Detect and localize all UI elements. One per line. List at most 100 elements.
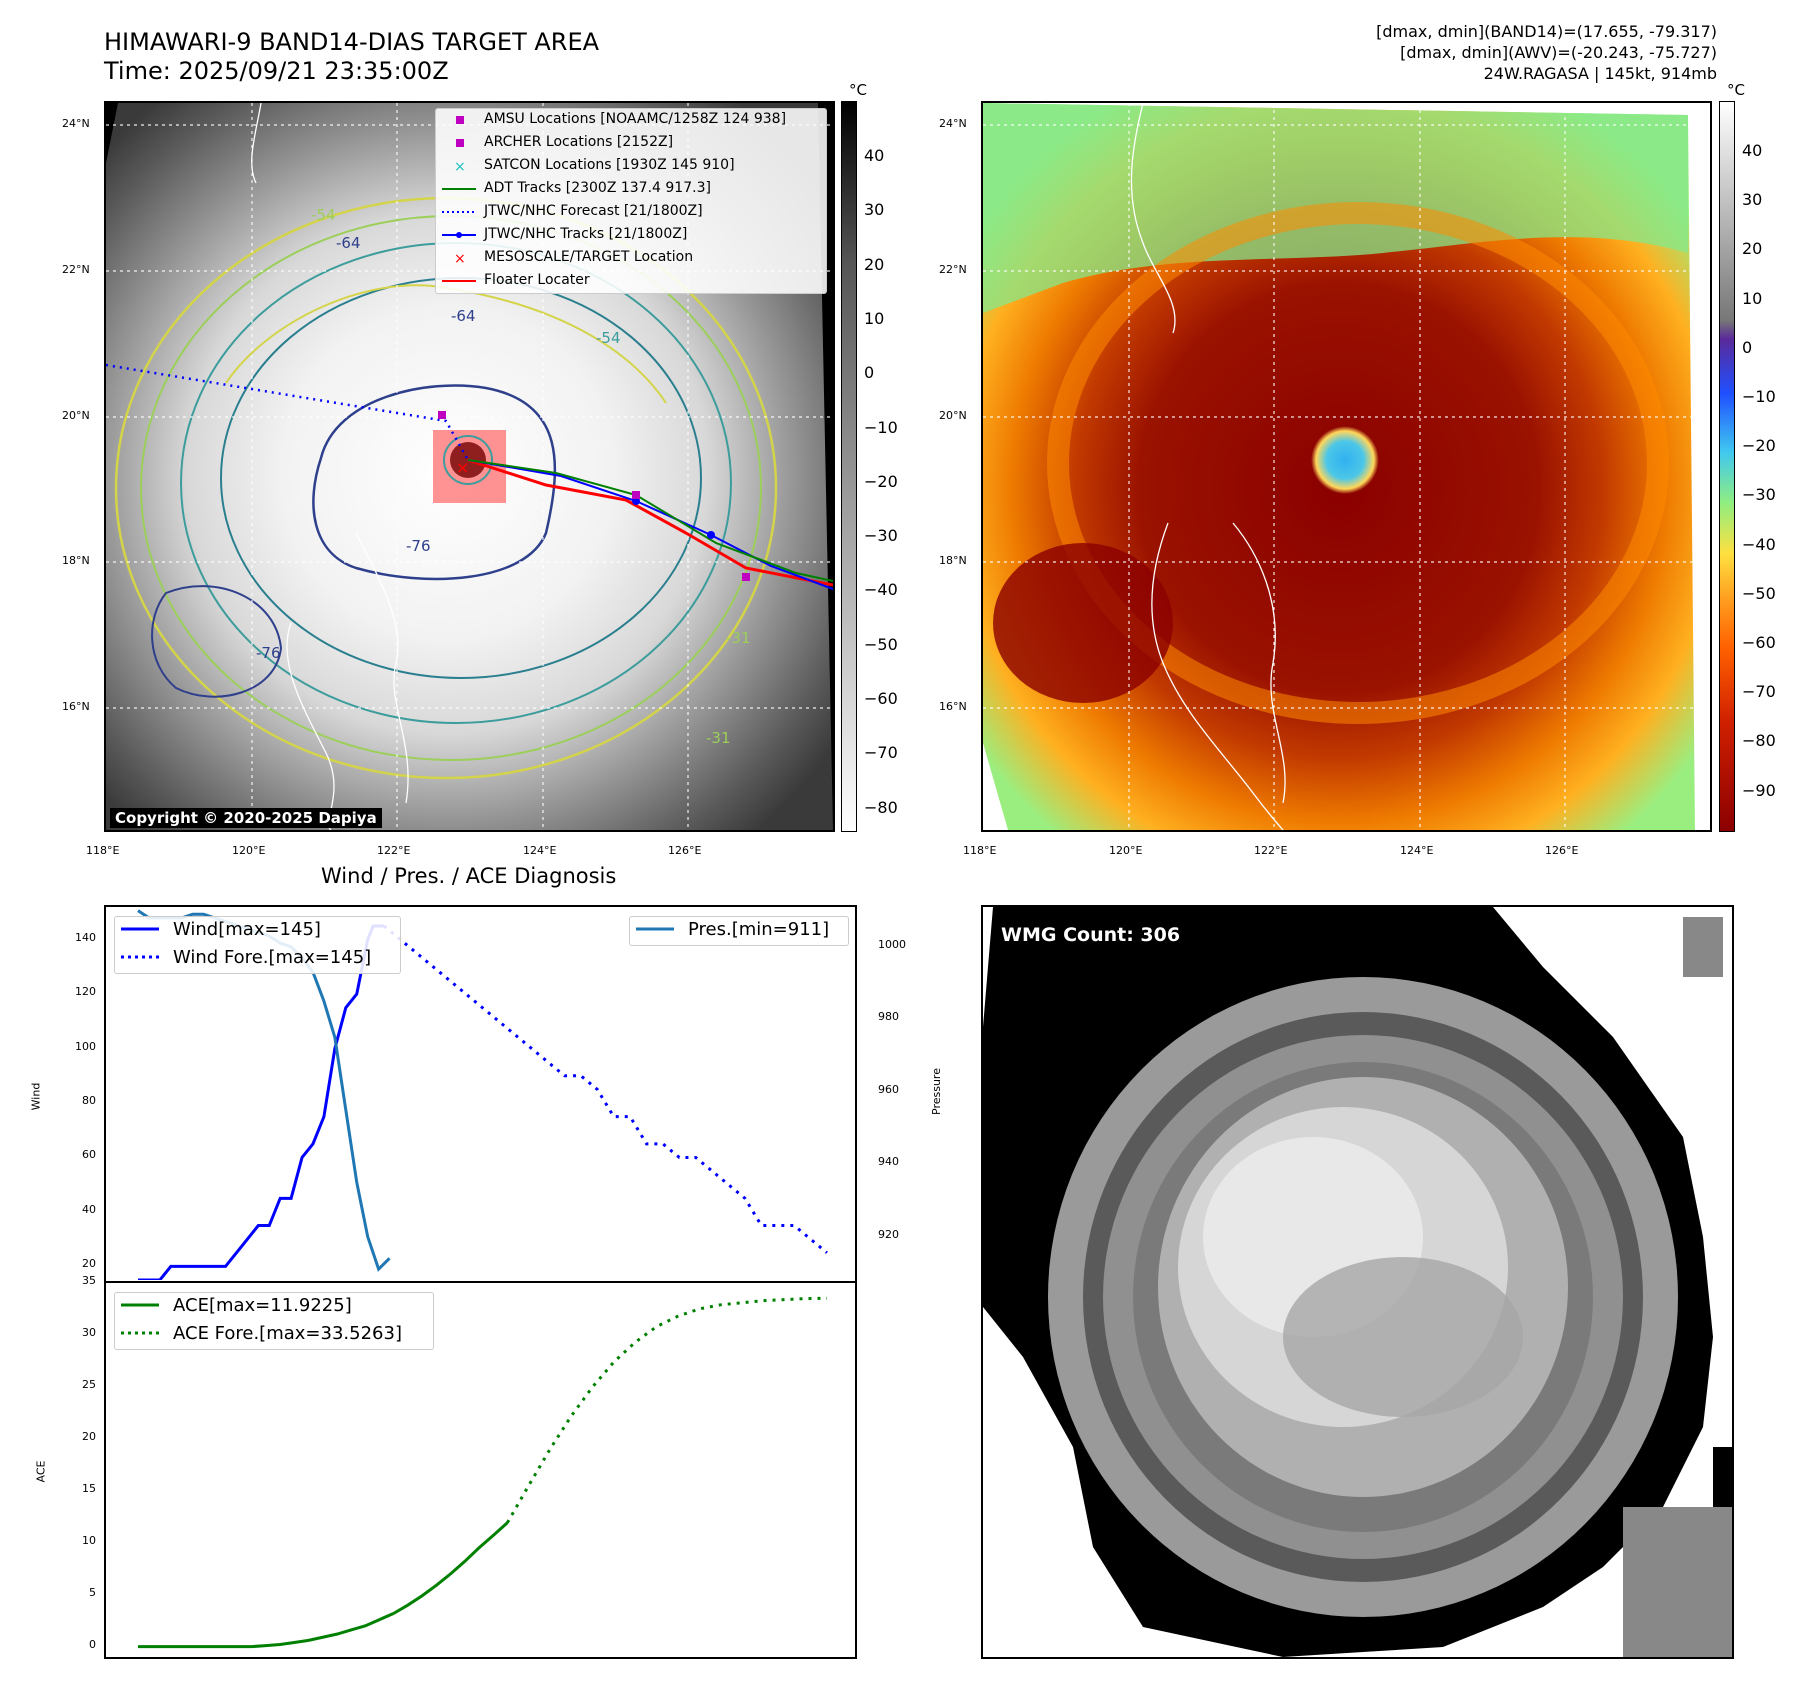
axis-tick-label: 10 [82, 1533, 96, 1547]
colorbar-tick: −10 [1742, 387, 1776, 406]
colorbar-tick: −80 [1742, 731, 1776, 751]
lat-tick: 18°N [62, 554, 90, 567]
wind-axis-label: Wind [29, 1082, 43, 1111]
contour-label: -31 [706, 729, 731, 747]
colorbar-tick: −30 [1742, 485, 1776, 505]
legend-ace-forecast: ACE Fore.[max=33.5263] [121, 1323, 402, 1344]
wind-legend: Wind[max=145] Wind Fore.[max=145] [114, 916, 401, 974]
lon-tick: 124°E [1400, 844, 1434, 857]
axis-tick-label: 0 [89, 1637, 96, 1651]
legend-satcon: × SATCON Locations [1930Z 145 910] [454, 157, 735, 173]
lon-tick: 118°E [963, 844, 997, 857]
lat-tick: 22°N [939, 263, 967, 276]
ace-panel: ACE[max=11.9225] ACE Fore.[max=33.5263] [104, 1281, 857, 1659]
lon-tick: 118°E [86, 844, 120, 857]
legend-adt: ADT Tracks [2300Z 137.4 917.3] [442, 180, 711, 196]
map-legend: AMSU Locations [NOAAMC/1258Z 124 938] AR… [435, 108, 827, 294]
ir-map-right-graphic [983, 103, 1710, 830]
lon-tick: 122°E [1254, 844, 1288, 857]
lat-tick: 24°N [939, 117, 967, 130]
colorbar-tick: −80 [864, 797, 898, 817]
pressure-legend: Pres.[min=911] [629, 916, 849, 946]
colorbar-tick: 0 [864, 363, 875, 383]
ir-map-left: × -76 -76 -64 -64 -54 -54 -31 -31 AMSU L… [104, 101, 835, 832]
axis-tick-label: 25 [82, 1377, 96, 1391]
axis-tick-label: 920 [878, 1227, 899, 1241]
axis-tick-label: 20 [82, 1257, 96, 1271]
axis-tick-label: 120 [75, 985, 96, 999]
svg-text:×: × [454, 251, 466, 265]
colorbar-tick: −90 [1742, 780, 1776, 800]
colorbar-tick: 40 [1742, 141, 1763, 160]
colorbar-tick: −60 [864, 689, 898, 708]
colorbar-tick: 30 [1742, 190, 1763, 210]
colorbar-tick: 10 [1742, 288, 1763, 308]
wind-series-line [138, 939, 370, 1280]
contour-label: -54 [596, 329, 621, 347]
copyright-label: Copyright © 2020-2025 Dapiya [110, 808, 382, 828]
lat-tick: 24°N [62, 117, 90, 130]
contour-label: -76 [406, 537, 431, 555]
lon-tick: 120°E [232, 844, 266, 857]
axis-tick-label: 960 [878, 1082, 899, 1096]
lat-tick: 18°N [939, 554, 967, 567]
legend-mesoscale: × MESOSCALE/TARGET Location [454, 249, 694, 265]
ace-axis-label: ACE [34, 1460, 48, 1483]
stats-line-1: [dmax, dmin](BAND14)=(17.655, -79.317) [1376, 22, 1717, 41]
colorbar-tick: −70 [1742, 682, 1776, 702]
wmg-panel: WMG Count: 306 [981, 905, 1734, 1659]
wmg-graphic [983, 907, 1732, 1657]
lon-tick: 122°E [377, 844, 411, 857]
axis-tick-label: 20 [82, 1429, 96, 1443]
lat-tick: 20°N [939, 409, 967, 422]
colorbar-tick: 30 [864, 200, 885, 220]
wind-series-line [383, 924, 828, 1254]
colorbar-tick: −70 [864, 743, 898, 763]
svg-text:×: × [454, 159, 466, 173]
colorbar-tick: 0 [1742, 337, 1753, 357]
axis-tick-label: 1000 [878, 937, 906, 951]
colorbar-left-unit: °C [849, 81, 867, 99]
colorbar-tick: −20 [1742, 436, 1776, 456]
ace-series-line [138, 1611, 395, 1649]
axis-tick-label: 100 [75, 1039, 96, 1053]
contour-label: -54 [311, 206, 336, 224]
axis-tick-label: 30 [82, 1325, 96, 1339]
stats-line-2: [dmax, dmin](AWV)=(-20.243, -75.727) [1400, 43, 1717, 62]
legend-wind-forecast: Wind Fore.[max=145] [121, 947, 372, 968]
colorbar-right [1719, 101, 1735, 832]
colorbar-tick: −30 [864, 526, 898, 546]
legend-ace: ACE[max=11.9225] [121, 1295, 352, 1316]
lon-tick: 120°E [1109, 844, 1143, 857]
legend-floater: Floater Locater [442, 272, 590, 288]
colorbar-tick: −10 [864, 417, 898, 437]
axis-tick-label: 980 [878, 1010, 899, 1024]
lat-tick: 20°N [62, 409, 90, 422]
ir-map-right [981, 101, 1712, 832]
ace-series-line [392, 1521, 509, 1615]
stats-line-3: 24W.RAGASA | 145kt, 914mb [1483, 64, 1717, 83]
colorbar-right-unit: °C [1727, 81, 1745, 99]
title-line-1: HIMAWARI-9 BAND14-DIAS TARGET AREA [104, 28, 600, 56]
colorbar-tick: 20 [1742, 239, 1763, 259]
contour-label: -76 [256, 644, 281, 662]
axis-tick-label: 40 [82, 1202, 96, 1216]
wmg-count-label: WMG Count: 306 [993, 921, 1189, 949]
colorbar-tick: −50 [864, 634, 898, 654]
legend-archer: ARCHER Locations [2152Z] [436, 132, 826, 155]
colorbar-tick: 10 [864, 308, 885, 328]
lon-tick: 124°E [523, 844, 557, 857]
diagnosis-title: Wind / Pres. / ACE Diagnosis [321, 864, 617, 888]
title-line-2: Time: 2025/09/21 23:35:00Z [104, 57, 449, 85]
contour-label: -64 [451, 307, 476, 325]
lon-tick: 126°E [668, 844, 702, 857]
ace-plot [138, 1296, 828, 1649]
wind-pressure-panel: Wind[max=145] Wind Fore.[max=145] Pres.[… [104, 905, 857, 1282]
axis-tick-label: 5 [89, 1585, 96, 1599]
colorbar-tick: −20 [864, 471, 898, 491]
axis-tick-label: 940 [878, 1155, 899, 1169]
colorbar-tick: 20 [864, 254, 885, 274]
legend-jtwc-tracks: JTWC/NHC Tracks [21/1800Z] [436, 224, 826, 247]
legend-amsu: AMSU Locations [NOAAMC/1258Z 124 938] [436, 109, 826, 132]
lat-tick: 22°N [62, 263, 90, 276]
